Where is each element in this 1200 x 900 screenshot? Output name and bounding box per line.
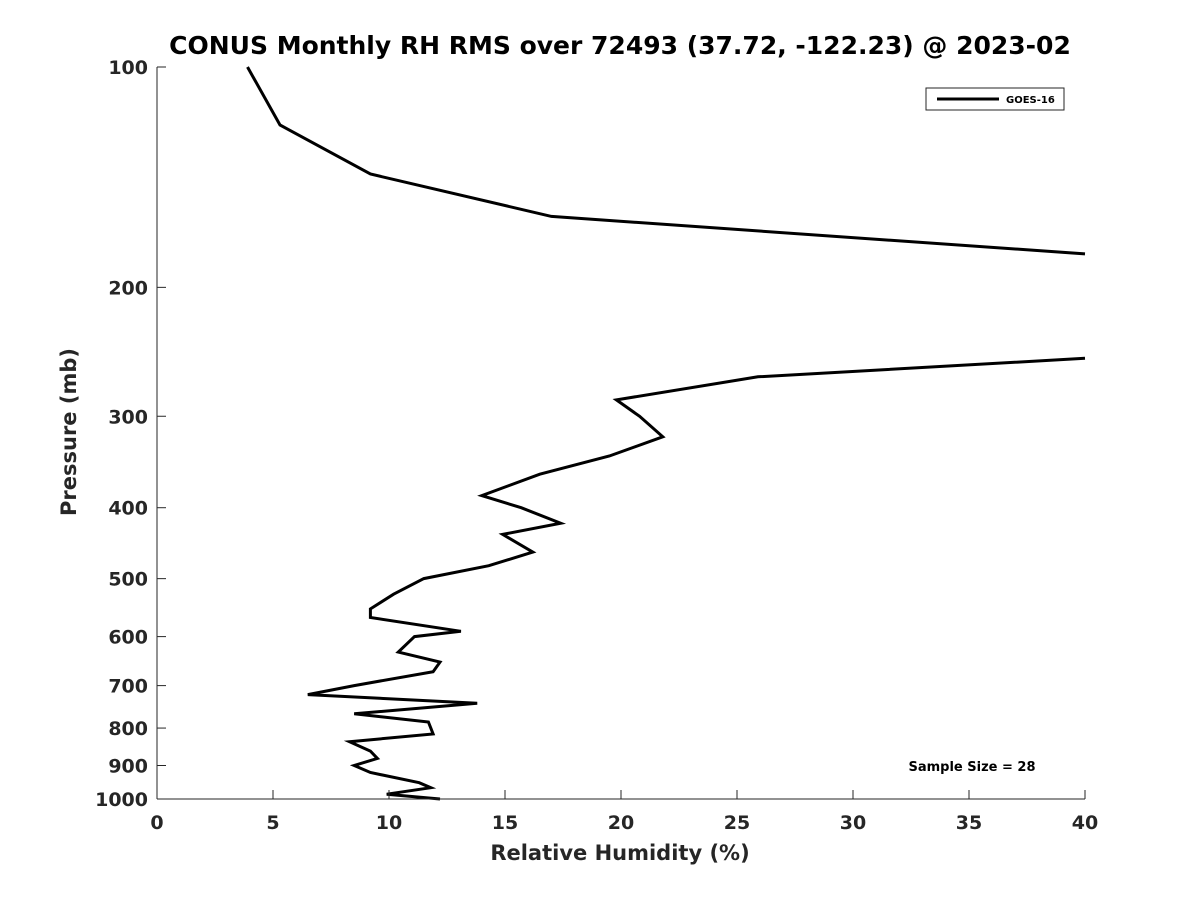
x-tick-label: 10 — [376, 812, 402, 834]
y-tick-label: 600 — [108, 627, 148, 649]
x-tick-label: 40 — [1072, 812, 1098, 834]
y-axis-label: Pressure (mb) — [57, 348, 81, 516]
series-line-goes16-segment-2 — [307, 356, 1086, 801]
y-tick-label: 300 — [108, 406, 148, 428]
series-line-goes16-segment-1 — [246, 66, 1086, 256]
y-tick-label: 500 — [108, 569, 148, 591]
y-tick-label: 200 — [108, 277, 148, 299]
x-axis-label: Relative Humidity (%) — [490, 841, 749, 865]
x-tick-label: 35 — [956, 812, 982, 834]
x-tick-label: 15 — [492, 812, 518, 834]
x-tick-label: 25 — [724, 812, 750, 834]
x-tick-label: 0 — [150, 812, 163, 834]
y-tick-label: 700 — [108, 676, 148, 698]
x-tick-label: 5 — [266, 812, 279, 834]
y-tick-label: 1000 — [95, 789, 148, 811]
chart-title: CONUS Monthly RH RMS over 72493 (37.72, … — [169, 31, 1071, 60]
x-tick-label: 30 — [840, 812, 866, 834]
y-tick-label: 100 — [108, 57, 148, 79]
legend-label-goes16: GOES-16 — [1006, 95, 1055, 106]
y-tick-label: 900 — [108, 756, 148, 778]
y-tick-label: 800 — [108, 718, 148, 740]
y-tick-label: 400 — [108, 498, 148, 520]
x-tick-label: 20 — [608, 812, 634, 834]
legend: GOES-16 — [925, 87, 1065, 111]
sample-size-annotation: Sample Size = 28 — [908, 760, 1035, 775]
plot-area: 0 5 10 15 20 25 30 35 40 100 200 300 400 500 600 700 800… — [95, 57, 1098, 834]
